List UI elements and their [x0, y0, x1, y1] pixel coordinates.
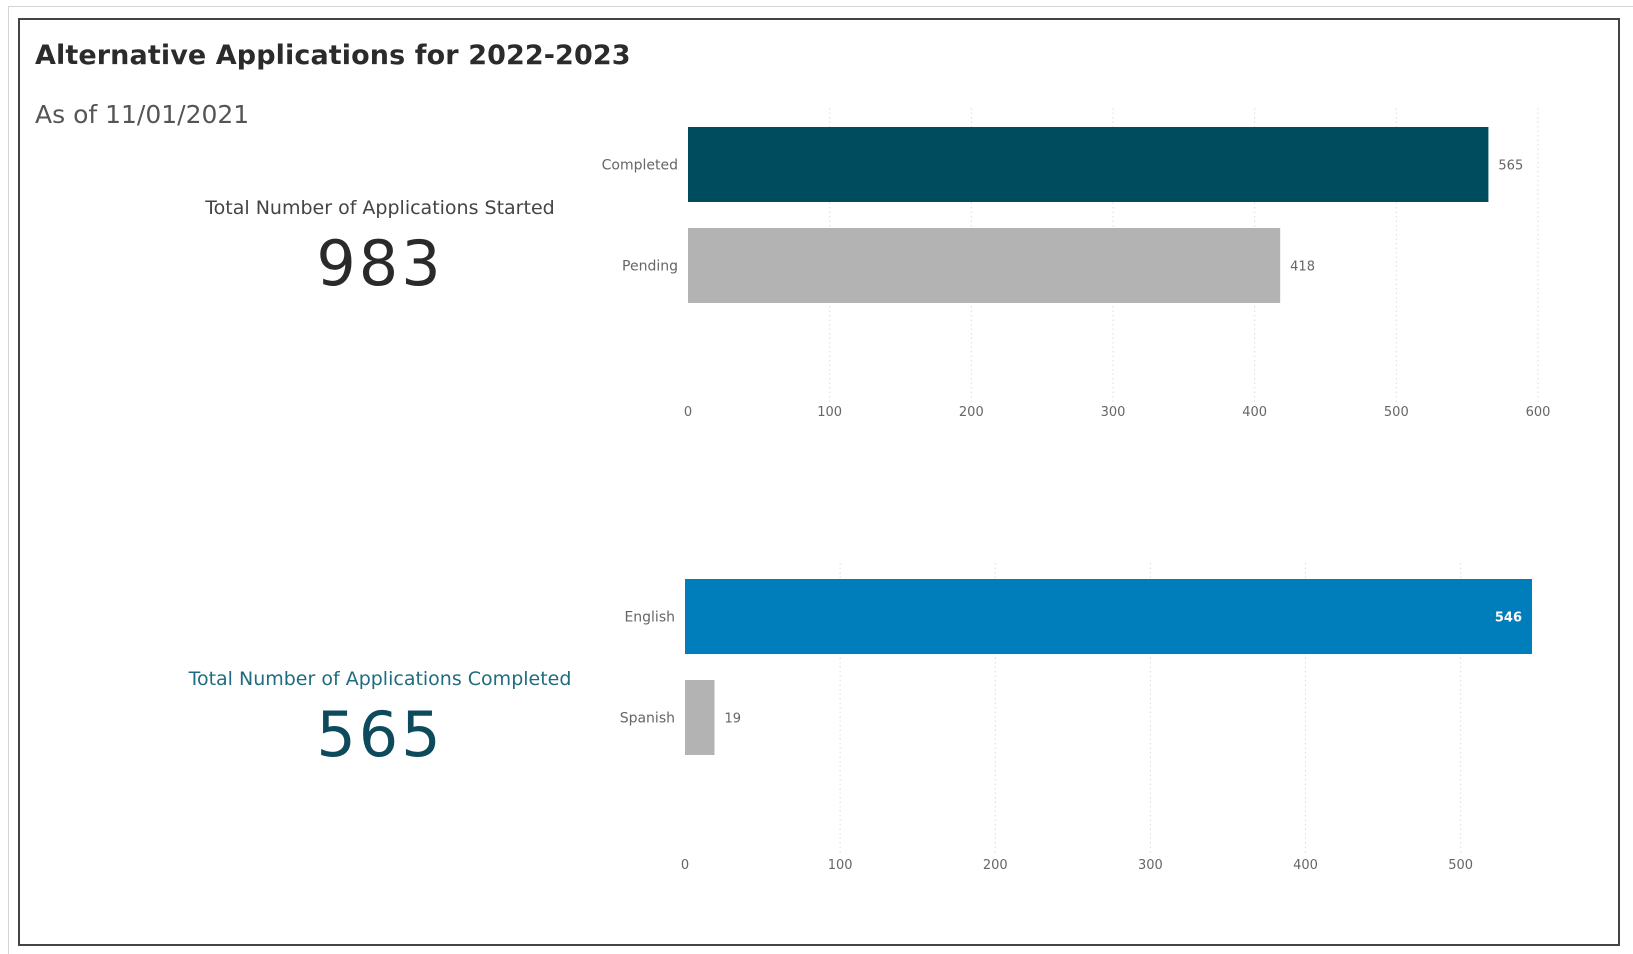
applications-started-label: Total Number of Applications Started	[205, 197, 555, 219]
bar-completed[interactable]	[688, 127, 1489, 202]
data-label-spanish: 19	[724, 712, 741, 727]
x-tick-label: 0	[681, 858, 689, 873]
x-tick-label: 300	[1101, 405, 1126, 420]
x-tick-label: 200	[983, 858, 1008, 873]
applications-completed-label: Total Number of Applications Completed	[188, 668, 572, 690]
applications-started-value: 983	[316, 227, 444, 300]
bar-pending[interactable]	[688, 228, 1281, 303]
x-tick-label: 100	[828, 858, 853, 873]
category-label-completed: Completed	[602, 158, 678, 174]
page-left-border	[8, 6, 9, 954]
status-bar-chart[interactable]: 0 100 200 300 400 500 600 Completed 565 Pending 41…	[600, 100, 1580, 440]
as-of-date: As of 11/01/2021	[35, 100, 250, 129]
bar-spanish[interactable]	[685, 680, 715, 755]
x-tick-label: 300	[1138, 858, 1163, 873]
data-label-english: 546	[1495, 611, 1522, 626]
x-tick-label: 200	[959, 405, 984, 420]
category-label-spanish: Spanish	[620, 711, 675, 727]
data-label-pending: 418	[1290, 260, 1315, 275]
x-tick-label: 0	[684, 405, 692, 420]
applications-completed-card[interactable]: Total Number of Applications Completed 5…	[140, 668, 620, 766]
x-tick-label: 400	[1242, 405, 1267, 420]
page-top-border	[8, 6, 1633, 7]
x-tick-label: 600	[1526, 405, 1551, 420]
bar-english[interactable]	[685, 579, 1532, 654]
category-label-pending: Pending	[622, 259, 678, 275]
language-bar-chart[interactable]: 0 100 200 300 400 500 English 546 Spanish 19	[600, 555, 1580, 895]
category-label-english: English	[624, 610, 675, 626]
data-label-completed: 565	[1498, 159, 1523, 174]
x-tick-label: 500	[1384, 405, 1409, 420]
applications-completed-value: 565	[316, 698, 444, 771]
x-tick-label: 400	[1293, 858, 1318, 873]
applications-started-card[interactable]: Total Number of Applications Started 983	[140, 197, 620, 295]
x-tick-label: 500	[1448, 858, 1473, 873]
report-title: Alternative Applications for 2022-2023	[35, 40, 631, 71]
x-tick-label: 100	[817, 405, 842, 420]
